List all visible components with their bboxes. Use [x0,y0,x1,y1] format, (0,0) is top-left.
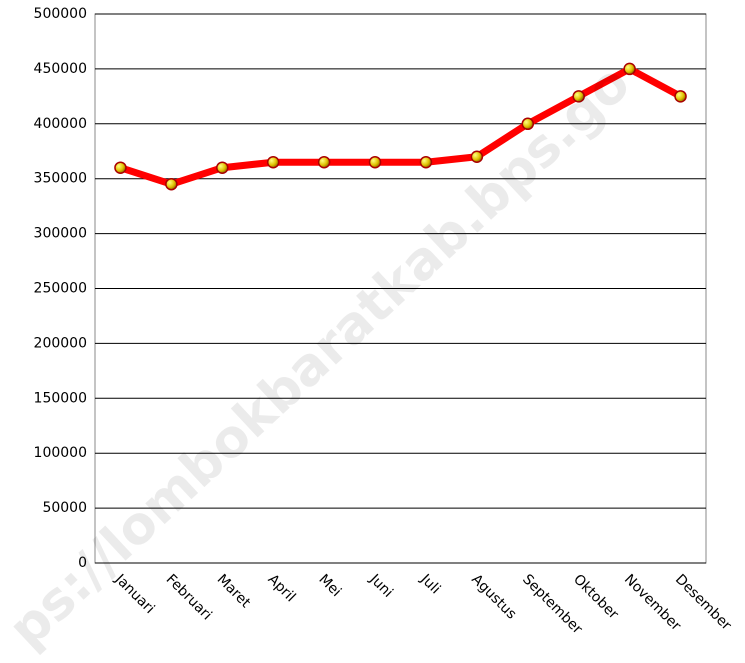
y-tick-label: 50000 [42,500,87,516]
x-tick-label: Juli [417,571,444,598]
x-tick-label: Maret [214,571,254,611]
marker [317,155,331,169]
y-tick-label: 350000 [34,171,87,187]
y-tick-label: 400000 [34,116,87,132]
y-tick-label: 150000 [34,390,87,406]
y-tick-label: 250000 [34,281,87,297]
x-tick-label: Agustus [468,571,519,622]
y-tick-label: 0 [78,555,87,571]
marker [114,161,127,174]
marker [521,117,535,131]
x-tick-label: April [265,571,299,605]
marker [623,62,636,76]
y-tick-label: 100000 [34,445,87,461]
x-tick-label: Juni [366,571,396,601]
y-tick-label: 200000 [34,335,87,351]
x-tick-label: Februari [163,571,215,623]
marker [470,150,484,163]
line [119,65,683,188]
y-tick-label: 300000 [34,226,87,242]
marker [674,90,687,103]
marker [165,177,178,191]
x-tick-label: Mei [315,571,344,600]
marker [216,161,229,174]
y-tick-label: 500000 [34,6,87,22]
y-tick-label: 450000 [34,61,87,77]
x-tick-label: Oktober [570,571,621,622]
marker [368,155,382,169]
marker [266,155,280,169]
marker [572,90,585,103]
marker [419,155,433,169]
